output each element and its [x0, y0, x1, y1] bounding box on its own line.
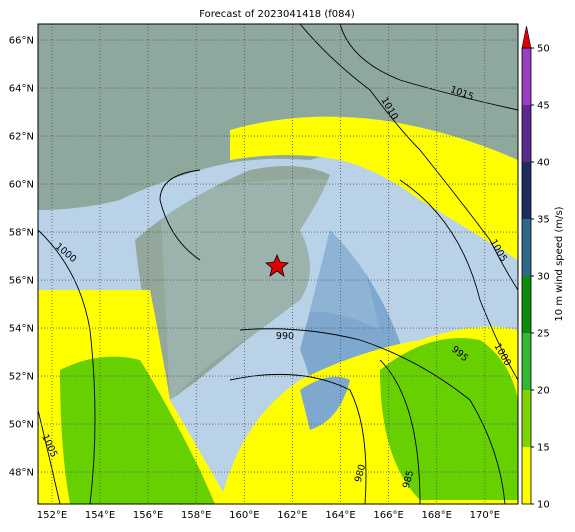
colorbar-segment: [522, 333, 531, 390]
colorbar-tick-label: 45: [537, 101, 550, 112]
isobar: [339, 24, 518, 111]
contour-label: 980: [353, 463, 368, 483]
lat-label: 54°N: [9, 324, 34, 335]
map-area: 1015 1010 1005 1000 990 995 1000 1005 98…: [38, 24, 518, 504]
map-frame: [37, 23, 519, 505]
wind-15-20: [380, 338, 518, 500]
colorbar-tick-label: 30: [537, 272, 550, 283]
colorbar-tick-label: 40: [537, 158, 550, 169]
kamchatka: [135, 166, 330, 400]
isobar: [38, 229, 96, 504]
graticule: 152°E 154°E 156°E 158°E 160°E 162°E 164°E 166°E…: [9, 24, 518, 521]
lat-label: 58°N: [9, 228, 34, 239]
colorbar-segment: [522, 48, 531, 105]
lon-label: 152°E: [37, 510, 67, 521]
lat-label: 64°N: [9, 84, 34, 95]
colorbar-segment: [522, 390, 531, 447]
colorbar-extension: [521, 25, 532, 49]
isobar: [379, 359, 421, 504]
lon-label: 166°E: [373, 510, 403, 521]
lat-label: 50°N: [9, 420, 34, 431]
isobar: [239, 328, 506, 504]
isobar: [38, 409, 61, 504]
lat-label: 52°N: [9, 372, 34, 383]
lon-label: 154°E: [85, 510, 115, 521]
lon-label: 168°E: [422, 510, 452, 521]
lon-label: 162°E: [277, 510, 307, 521]
colorbar-segment: [522, 219, 531, 276]
contour-label: 985: [401, 469, 416, 489]
lon-label: 170°E: [470, 510, 500, 521]
lon-label: 158°E: [181, 510, 211, 521]
lat-label: 66°N: [9, 36, 34, 47]
colorbar-segment: [522, 105, 531, 162]
lat-label: 56°N: [9, 276, 34, 287]
colorbar-tick-label: 50: [537, 44, 550, 55]
colorbar-segment: [522, 276, 531, 333]
title: Forecast of 2023041418 (f084): [199, 9, 355, 20]
ocean-patch: [300, 376, 350, 430]
wind-15-20: [60, 356, 215, 504]
colorbar-label: 10 m wind speed (m/s): [554, 206, 565, 321]
colorbar-tick-label: 20: [537, 386, 550, 397]
contour-label: 990: [276, 331, 294, 342]
colorbar-segment: [522, 447, 531, 504]
lat-label: 60°N: [9, 180, 34, 191]
lon-label: 160°E: [229, 510, 259, 521]
colorbar-tick-label: 15: [537, 443, 550, 454]
lon-label: 156°E: [133, 510, 163, 521]
colorbar-tick-label: 25: [537, 329, 550, 340]
isobar: [159, 169, 201, 261]
land-north: [38, 24, 518, 210]
ocean-shade: [160, 179, 380, 400]
storm-marker: [265, 253, 289, 277]
isobar: [229, 373, 367, 504]
wind-10-15: [230, 116, 518, 261]
colorbar-segment: [522, 162, 531, 219]
colorbar: 10 15 20 25 30 35 40 45 50: [521, 25, 550, 511]
isobar: [299, 24, 518, 291]
lon-label: 164°E: [325, 510, 355, 521]
lat-label: 62°N: [9, 132, 34, 143]
colorbar-tick-label: 35: [537, 215, 550, 226]
lat-label: 48°N: [9, 468, 34, 479]
isobar: [399, 179, 518, 381]
colorbar-tick-label: 10: [537, 500, 550, 511]
